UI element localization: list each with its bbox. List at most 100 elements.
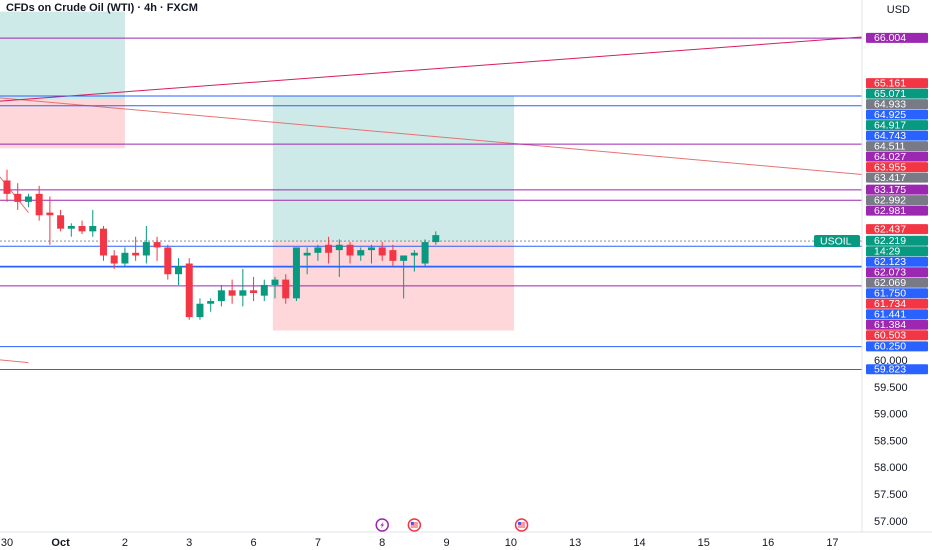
price-tick: 58.000 (874, 462, 908, 474)
price-scale-ticks: 60.000 59.500 59.000 58.500 58.000 57.500 57.0… (874, 355, 908, 528)
price-label-bg (866, 277, 928, 288)
candle-body (121, 252, 129, 264)
target-zone (272, 96, 515, 242)
candle-body (153, 242, 161, 248)
price-label: 64.027 (874, 151, 906, 163)
candlesticks (3, 169, 440, 320)
trendlines[interactable] (0, 36, 863, 364)
candle-body (260, 284, 268, 296)
price-label-bg (866, 130, 928, 141)
position-zones (0, 11, 515, 331)
time-tick: 7 (315, 537, 321, 549)
price-label-bg (866, 288, 928, 299)
price-label: 61.734 (874, 298, 906, 310)
symbol-tag: USOIL (820, 236, 852, 248)
price-label: 65.071 (874, 88, 906, 100)
price-label: 60.250 (874, 341, 906, 353)
price-label: 62.219 (874, 235, 906, 247)
price-label-bg (866, 151, 928, 162)
price-label-bg (866, 267, 928, 278)
price-label-bg (866, 141, 928, 152)
price-label: 62.069 (874, 277, 906, 289)
trendline (0, 176, 29, 213)
price-label-bg (866, 172, 928, 183)
candle-body (378, 247, 386, 256)
price-label: 62.981 (874, 205, 906, 217)
candle-body (67, 226, 75, 229)
time-tick: 10 (505, 537, 517, 549)
candle-body (432, 235, 440, 243)
price-label-bg (866, 88, 928, 99)
price-label: 60.503 (874, 330, 906, 342)
price-label: 61.384 (874, 319, 906, 331)
candle-body (46, 212, 54, 216)
candle-body (389, 250, 397, 261)
price-label-bg (866, 246, 928, 257)
price-label-bg (866, 78, 928, 89)
time-tick: 6 (250, 537, 256, 549)
candle-body (217, 290, 225, 302)
time-tick: 16 (762, 537, 774, 549)
time-axis[interactable]: 30 Oct 2 3 6 7 8 9 10 13 14 15 16 17 (0, 531, 932, 549)
price-label-bg (866, 120, 928, 131)
time-tick: 15 (698, 537, 710, 549)
price-label-bg (866, 319, 928, 330)
candle-body (271, 279, 279, 285)
price-label-bg (866, 309, 928, 320)
candle-body (421, 242, 429, 264)
price-label: 62.073 (874, 267, 906, 279)
price-label-bg (866, 341, 928, 352)
price-label-bg (866, 162, 928, 173)
lightning-glyph (380, 521, 385, 529)
candle-body (207, 301, 215, 304)
currency-label[interactable]: USD (886, 4, 910, 16)
candle-body (335, 244, 343, 251)
price-label: 63.175 (874, 184, 906, 196)
candle-body (367, 247, 375, 251)
candle-body (164, 247, 172, 275)
candle-body (78, 226, 86, 232)
price-label-bg (866, 235, 928, 246)
price-label: 64.933 (874, 98, 906, 110)
time-tick: 17 (826, 537, 838, 549)
candle-body (132, 252, 140, 256)
candle-body (346, 244, 354, 256)
price-label: 62.437 (874, 223, 906, 235)
time-tick: 2 (122, 537, 128, 549)
price-label: 63.955 (874, 161, 906, 173)
price-label: 64.743 (874, 130, 906, 142)
candle-body (196, 303, 204, 318)
chart-title: CFDs on Crude Oil (WTI) · 4h · FXCM (6, 2, 198, 14)
candle-body (142, 242, 150, 256)
price-tick: 57.000 (874, 516, 908, 528)
price-label-bg (866, 99, 928, 110)
price-label: 62.992 (874, 194, 906, 206)
candle-body (400, 255, 408, 261)
candle-body (99, 228, 107, 256)
symbol-title: CFDs on Crude Oil (WTI) · 4h · FXCM (6, 2, 198, 14)
price-tick: 57.500 (874, 489, 908, 501)
time-tick: 8 (379, 537, 385, 549)
price-tick: 60.000 (874, 355, 908, 367)
stop-zone (0, 100, 125, 149)
horizontal-levels[interactable] (0, 37, 862, 370)
price-label-bg (866, 256, 928, 267)
price-label: 66.004 (874, 32, 906, 44)
candle-body (228, 290, 236, 296)
candle-body (35, 193, 43, 216)
candle-body (89, 226, 97, 232)
time-tick: 30 (1, 537, 13, 549)
price-label-bg (866, 195, 928, 206)
candle-body (250, 290, 258, 293)
candle-body (292, 247, 300, 299)
time-tick: 3 (186, 537, 192, 549)
event-markers[interactable] (375, 518, 529, 532)
price-label-bg (866, 364, 928, 375)
candle-body (14, 193, 22, 202)
price-label-bg (866, 32, 928, 43)
price-label: 63.417 (874, 172, 906, 184)
candle-body (3, 180, 11, 194)
flag-canton (518, 522, 522, 525)
trendline (0, 97, 863, 176)
